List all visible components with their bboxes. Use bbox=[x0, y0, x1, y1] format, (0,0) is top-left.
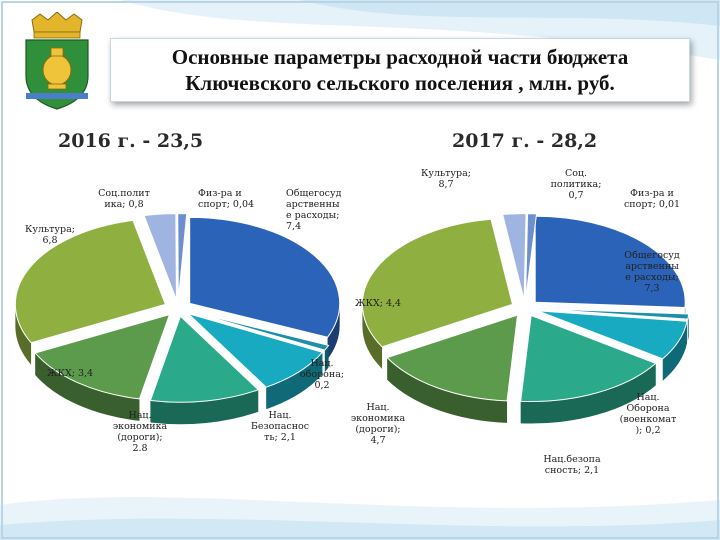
pie-2016-label-culture: Культура; 6,8 bbox=[25, 224, 75, 246]
pie-2016-label-defense-line: Нац. bbox=[310, 358, 333, 369]
pie-2016-slice-security bbox=[187, 313, 324, 388]
pie-2016-label-security-line: Безопаснос bbox=[251, 421, 309, 432]
pie-2017-slice-general bbox=[534, 215, 686, 308]
pie-2017-label-defense-line: Нац. bbox=[636, 392, 659, 403]
pie-2016-label-economy-line: Нац. bbox=[128, 410, 151, 421]
pie-2016-label-security: Нац. Безопаснос ть; 2,1 bbox=[251, 410, 309, 443]
pie-2016-label-general-line: арственны bbox=[286, 199, 340, 210]
pie-2016-label-general-line: Общегосуд bbox=[286, 188, 342, 199]
pie-2016-slice-defense bbox=[190, 311, 330, 351]
pie-2016-slice-side-culture bbox=[15, 304, 32, 365]
pie-2016-label-defense-line: 0,2 bbox=[314, 380, 329, 391]
pie-2017-slice-side-culture bbox=[362, 304, 383, 369]
pie-2016-slice-general bbox=[189, 216, 341, 338]
pie-2016-label-housing-line: ЖКХ; 3,4 bbox=[47, 368, 93, 379]
pie-2017-slice-security bbox=[537, 310, 688, 360]
slide-title-line-1: Основные параметры расходной части бюдже… bbox=[171, 45, 629, 69]
pie-2016-label-general-line: 7,4 bbox=[286, 221, 301, 232]
pie-2016-label-culture-line: 6,8 bbox=[42, 235, 57, 246]
pie-2017-label-security: Нац.безопа сность; 2,1 bbox=[543, 454, 601, 476]
pie-2016-slice-economy bbox=[149, 315, 260, 403]
pie-2017-label-general-line: 7,3 bbox=[644, 283, 659, 294]
pie-2017-label-housing: ЖКХ; 4,4 bbox=[355, 298, 401, 309]
pie-2017-slice-defense bbox=[538, 308, 690, 320]
pie-2017-label-general-line: арственны bbox=[625, 261, 679, 272]
pie-2016-slice-side-defense bbox=[324, 345, 329, 373]
pie-2016-label-economy-line: 2.8 bbox=[132, 443, 147, 454]
pie-2016-label-economy: Нац. экономика (дороги); 2.8 bbox=[113, 410, 168, 454]
pie-2016-label-housing: ЖКХ; 3,4 bbox=[47, 368, 93, 379]
slide-title-line-2: Ключевского сельского поселения , млн. р… bbox=[185, 71, 615, 95]
pie-2017-label-general: Общегосуд арственны е расходы; 7,3 bbox=[624, 250, 680, 294]
pie-2017-slice-economy bbox=[520, 314, 657, 403]
pie-2016-label-general-line: е расходы; bbox=[286, 210, 339, 221]
pie-2017-label-culture: Культура; 8,7 bbox=[421, 168, 471, 190]
pie-2016-label-culture-line: Культура; bbox=[25, 224, 75, 235]
pie-2017-label-general-line: Общегосуд bbox=[624, 250, 680, 261]
pie-2016-label-economy-line: экономика bbox=[113, 421, 168, 432]
pie-2016-label-sport-line: спорт; 0,04 bbox=[198, 199, 254, 210]
pie-2017-label-general-line: е расходы; bbox=[625, 272, 678, 283]
pie-2016-label-defense-line: оборона; bbox=[300, 369, 344, 380]
pie-2016-slice-housing bbox=[34, 313, 171, 400]
slide-title-box: Основные параметры расходной части бюдже… bbox=[110, 38, 690, 102]
pie-2017-label-social-line: Соц. bbox=[565, 168, 587, 179]
pie-2016-label-general: Общегосуд арственны е расходы; 7,4 bbox=[286, 188, 342, 232]
pie-2017-slice-side-defense bbox=[687, 313, 689, 342]
pie-2016-slice-side-security bbox=[266, 352, 323, 410]
pie-2017-label-sport: Физ-ра и спорт; 0,01 bbox=[624, 188, 680, 210]
pie-2017-label-defense-line: (военкомат bbox=[620, 414, 677, 425]
pie-2016-label-social-line: Соц.полит bbox=[98, 188, 150, 199]
pie-2016-slice-sport bbox=[177, 213, 188, 300]
pie-2017-label-security-line: сность; 2,1 bbox=[545, 465, 599, 476]
pie-2016-label-sport: Физ-ра и спорт; 0,04 bbox=[198, 188, 254, 210]
pie-2016-label-security-line: ть; 2,1 bbox=[264, 432, 296, 443]
pie-2016-label-economy-line: (дороги); bbox=[117, 432, 162, 443]
pie-2016-slice-side-economy bbox=[150, 389, 259, 425]
pie-2016-label-sport-line: Физ-ра и bbox=[198, 188, 242, 199]
pie-2017-slice-housing bbox=[386, 314, 519, 402]
pie-2017-label-social: Соц. политика; 0,7 bbox=[551, 168, 602, 201]
pie-2016-label-security-line: Нац. bbox=[268, 410, 291, 421]
pie-2017-slice-side-housing bbox=[387, 357, 508, 423]
pie-2017-label-defense: Нац. Оборона (военкомат); 0,2 bbox=[620, 392, 677, 436]
pie-2016-slice-culture bbox=[14, 219, 167, 344]
pie-2017-label-culture-line: Культура; bbox=[421, 168, 471, 179]
pie-2017-slice-sport bbox=[525, 213, 538, 300]
pie-2016-slice-social bbox=[143, 213, 177, 300]
pie-2016-label-social: Соц.полит ика; 0,8 bbox=[98, 188, 150, 210]
pie-2017-slice-culture bbox=[361, 218, 514, 348]
pie-2017-label-defense-line: Оборона bbox=[626, 403, 669, 414]
pie-2017-label-social-line: политика; bbox=[551, 179, 602, 190]
coat-of-arms-logo bbox=[25, 12, 89, 110]
pie-2017-label-defense-line: ); 0,2 bbox=[635, 425, 660, 436]
pie-2017-label-economy-line: (дороги); bbox=[355, 424, 400, 435]
pie-2017-slice-social bbox=[502, 213, 527, 300]
pie-2017-label-economy-line: экономика bbox=[351, 413, 406, 424]
pie-2017-label-economy-line: 4,7 bbox=[370, 435, 385, 446]
pie-2017-label-economy-line: Нац. bbox=[366, 402, 389, 413]
pie-2017-label-sport-line: спорт; 0,01 bbox=[624, 199, 680, 210]
pie-2017-label-social-line: 0,7 bbox=[568, 190, 583, 201]
pie-2017-slice-side-security bbox=[662, 321, 688, 381]
pie-2016-title: 2016 г. - 23,5 bbox=[58, 130, 204, 152]
pie-2017-label-sport-line: Физ-ра и bbox=[630, 188, 674, 199]
pie-2017-slice-side-economy bbox=[520, 363, 656, 424]
pie-2017-label-economy: Нац. экономика (дороги); 4,7 bbox=[351, 402, 406, 446]
pie-2017-label-security-line: Нац.безопа bbox=[543, 454, 601, 465]
pie-2016-label-social-line: ика; 0,8 bbox=[104, 199, 143, 210]
pie-2017-label-culture-line: 8,7 bbox=[438, 179, 453, 190]
pie-2016-label-defense: Нац. оборона; 0,2 bbox=[300, 358, 344, 391]
pie-2017-title: 2017 г. - 28,2 bbox=[452, 130, 598, 152]
pie-2016-slice-side-general bbox=[327, 303, 340, 360]
pie-2017-label-housing-line: ЖКХ; 4,4 bbox=[355, 298, 401, 309]
